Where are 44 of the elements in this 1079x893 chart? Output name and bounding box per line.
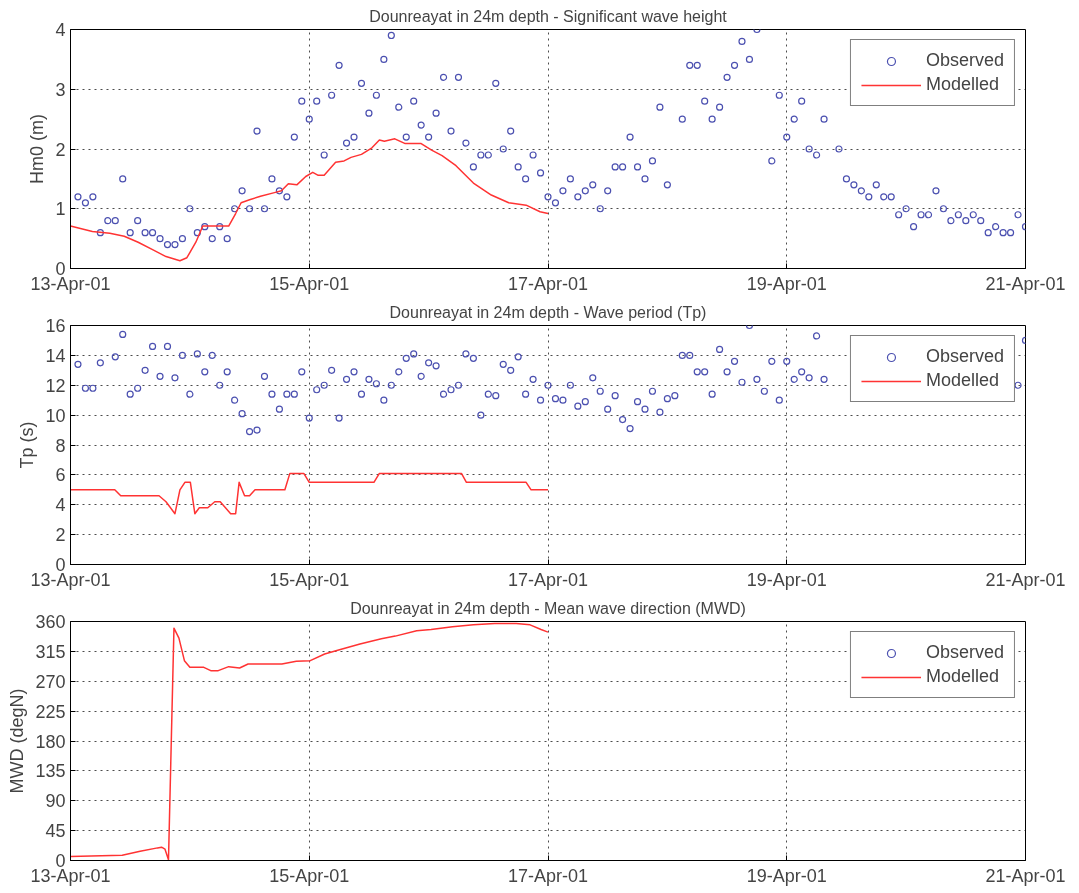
chart-title: Dounreayat in 24m depth - Wave period (Tp) [389,303,707,321]
x-tick-label: 17-Apr-01 [507,569,589,590]
y-tick-label: 360 [35,612,66,632]
legend-label: Observed [925,642,1004,663]
y-tick-label: 12 [45,375,66,396]
x-tick-label: 15-Apr-01 [269,569,350,590]
y-tick-label: 315 [35,641,66,662]
legend-label: Observed [925,346,1004,367]
y-axis-title: MWD (degN) [7,688,28,794]
x-tick-label: 17-Apr-01 [507,273,589,294]
y-axis-title: Hm0 (m) [27,113,48,184]
y-tick-label: 270 [35,671,66,692]
y-tick-label: 14 [45,345,66,366]
chart-title: Dounreayat in 24m depth - Significant wave height [369,7,728,25]
legend-label: Modelled [925,370,999,391]
x-tick-label: 21-Apr-01 [985,865,1066,886]
y-tick-label: 45 [45,821,66,842]
y-tick-label: 4 [55,20,66,40]
x-tick-label: 15-Apr-01 [269,273,350,294]
x-tick-label: 19-Apr-01 [746,273,827,294]
y-tick-label: 225 [35,701,66,722]
y-tick-label: 1 [55,199,66,220]
y-tick-label: 16 [45,316,66,336]
y-tick-label: 8 [55,435,66,456]
y-tick-label: 3 [55,79,66,100]
x-tick-label: 19-Apr-01 [746,865,827,886]
y-tick-label: 10 [45,405,66,426]
legend-label: Modelled [925,666,999,687]
y-axis-title: Tp (s) [17,421,38,469]
y-tick-label: 4 [55,495,66,516]
x-tick-label: 19-Apr-01 [746,569,827,590]
legend-label: Observed [925,50,1004,71]
y-tick-label: 90 [45,791,66,812]
chart-title: Dounreayat in 24m depth - Mean wave direction (MWD) [350,599,746,617]
x-tick-label: 17-Apr-01 [507,865,589,886]
x-tick-label: 21-Apr-01 [985,569,1066,590]
x-tick-label: 15-Apr-01 [269,865,350,886]
y-tick-label: 2 [55,525,66,546]
legend-label: Modelled [925,74,999,95]
y-tick-label: 180 [35,731,66,752]
x-tick-label: 21-Apr-01 [985,273,1066,294]
y-tick-label: 135 [35,761,66,782]
y-tick-label: 6 [55,465,66,486]
y-tick-label: 2 [55,139,66,160]
